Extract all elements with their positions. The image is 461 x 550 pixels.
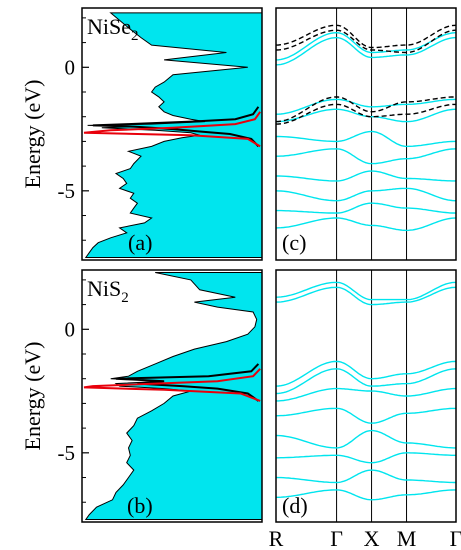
band-dashed-line bbox=[276, 29, 456, 54]
panel-c-frame bbox=[275, 7, 457, 261]
band-line bbox=[276, 281, 456, 301]
band-line bbox=[276, 360, 456, 387]
band-line bbox=[276, 407, 456, 424]
dos-area-series bbox=[84, 272, 262, 520]
band-line bbox=[276, 489, 456, 501]
y-tick-label: 0 bbox=[65, 55, 76, 79]
band-dashed-line bbox=[276, 24, 456, 49]
band-line bbox=[276, 98, 456, 115]
compound-label-a: NiSe2 bbox=[87, 14, 139, 44]
band-dashed-line bbox=[276, 96, 456, 123]
band-line bbox=[276, 170, 456, 182]
band-line bbox=[276, 452, 456, 464]
band-line bbox=[276, 31, 456, 61]
kpoint-label: X bbox=[364, 526, 380, 550]
dos-panel-a bbox=[83, 12, 262, 258]
band-line bbox=[276, 286, 456, 306]
dos-panel-b bbox=[83, 272, 262, 520]
band-line bbox=[276, 217, 456, 232]
dos-peak-series bbox=[83, 111, 262, 148]
panel-d-frame bbox=[275, 269, 457, 523]
y-axis-title-top: Energy (eV) bbox=[20, 80, 45, 189]
dos-peak-series bbox=[115, 363, 260, 402]
panel-a-frame bbox=[81, 7, 263, 261]
y-tick-label: 0 bbox=[65, 317, 76, 341]
band-line bbox=[276, 429, 456, 449]
panel-label-b: (b) bbox=[127, 493, 153, 518]
band-line bbox=[276, 108, 456, 123]
band-line bbox=[276, 368, 456, 395]
panel-label-d: (d) bbox=[282, 493, 308, 518]
y-tick-label: -5 bbox=[58, 441, 76, 465]
dos-peak-series bbox=[83, 368, 261, 402]
plot-layer: 0-50-5R Γ X M Γ bbox=[58, 8, 461, 550]
dos-area-series bbox=[84, 12, 262, 258]
y-axis-title-bottom: Energy (eV) bbox=[20, 342, 45, 451]
band-panel-d bbox=[276, 270, 456, 522]
kpoint-label: M bbox=[397, 526, 417, 550]
panel-label-a: (a) bbox=[128, 230, 152, 255]
dos-peak-series bbox=[92, 106, 260, 148]
panel-b-frame bbox=[81, 269, 263, 523]
band-dashed-line bbox=[276, 103, 456, 125]
kpoint-label: Γ bbox=[450, 526, 461, 550]
band-line bbox=[276, 36, 456, 66]
band-panel-c bbox=[276, 8, 456, 260]
band-line bbox=[276, 148, 456, 165]
panel-label-c: (c) bbox=[282, 230, 306, 255]
y-tick-label: -5 bbox=[58, 179, 76, 203]
band-line bbox=[276, 202, 456, 214]
band-line bbox=[276, 387, 456, 402]
kpoint-label: Γ bbox=[330, 526, 343, 550]
kpoint-label: R bbox=[269, 526, 284, 550]
compound-label-b: NiS2 bbox=[87, 276, 129, 306]
band-line bbox=[276, 469, 456, 484]
band-line bbox=[276, 187, 456, 202]
band-line bbox=[276, 130, 456, 148]
